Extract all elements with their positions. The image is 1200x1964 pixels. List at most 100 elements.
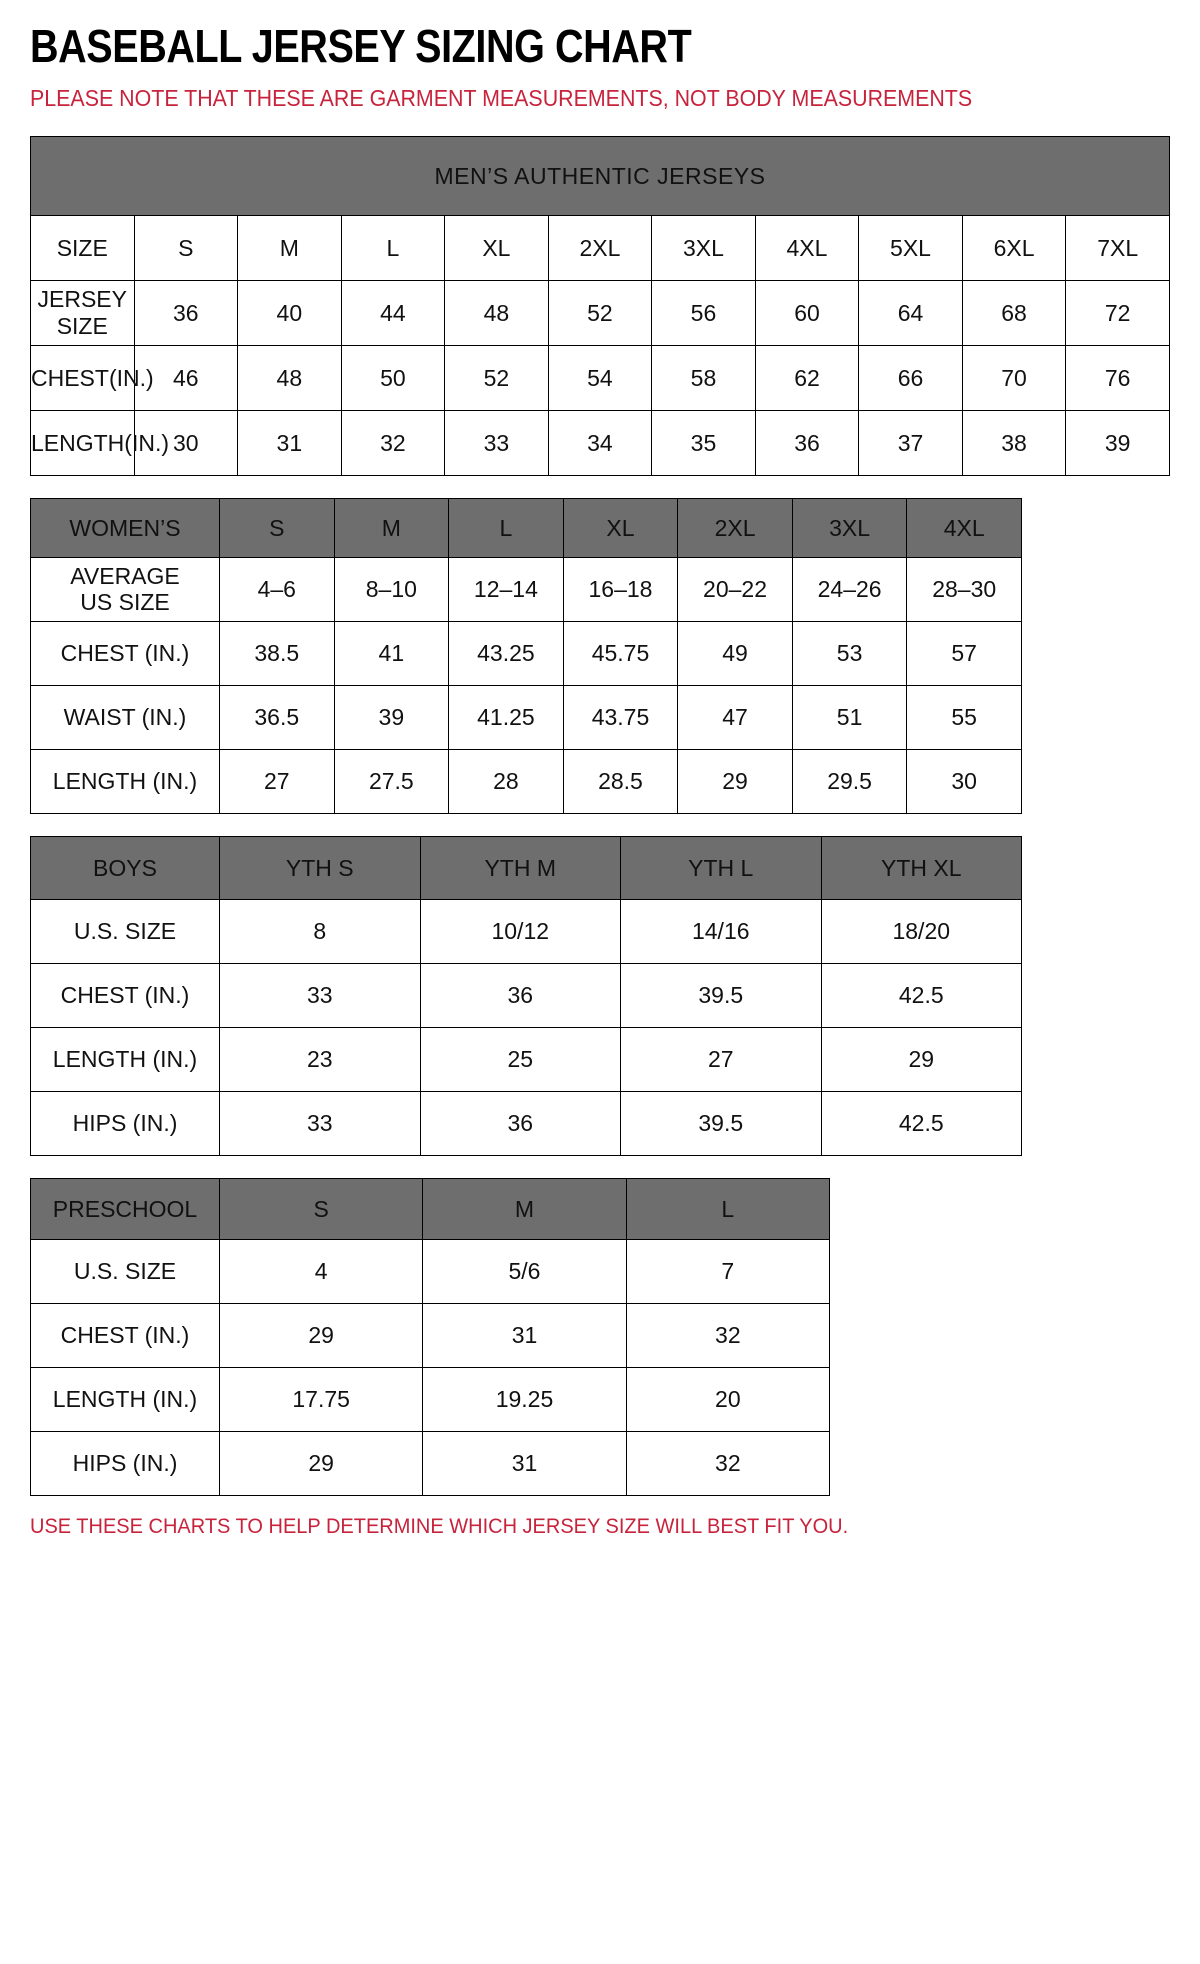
cell: 5/6: [422, 1238, 627, 1304]
column-header-xl: XL: [444, 214, 549, 281]
cell: 10/12: [419, 898, 621, 964]
column-header-m: M: [422, 1177, 627, 1240]
preschool-header-label: PRESCHOOL: [30, 1177, 220, 1240]
table-row: JERSEY SIZE 36 40 44 48 52 56 60 64 68 7…: [30, 279, 1170, 346]
cell: 64: [858, 279, 963, 346]
column-header-3xl: 3XL: [651, 214, 756, 281]
column-header-xl: XL: [562, 497, 679, 558]
cell: 39.5: [620, 1090, 822, 1156]
cell: 4–6: [219, 556, 335, 622]
table-row: LENGTH(IN.) 30 31 32 33 34 35 36 37 38 3…: [30, 409, 1170, 476]
cell: 56: [651, 279, 756, 346]
row-label-length: LENGTH(IN.): [30, 409, 169, 476]
cell: 24–26: [791, 556, 908, 622]
cell: 23: [219, 1026, 421, 1092]
cell: 51: [791, 684, 908, 750]
table-row: CHEST (IN.) 38.5 41 43.25 45.75 49 53 57: [30, 620, 1022, 686]
cell: 43.75: [562, 684, 679, 750]
column-header-4xl: 4XL: [754, 214, 860, 281]
row-label-average-us-size: AVERAGE US SIZE: [30, 556, 220, 622]
preschool-sizing-table: PRESCHOOL S M L U.S. SIZE 4 5/6 7 CHEST …: [30, 1177, 831, 1496]
cell: 36: [133, 279, 239, 346]
row-label-chest: CHEST (IN.): [30, 1302, 220, 1368]
cell: 27.5: [333, 748, 450, 814]
cell: 39: [1065, 409, 1170, 476]
column-header-2xl: 2XL: [547, 214, 653, 281]
cell: 70: [961, 344, 1067, 411]
cell: 46: [133, 344, 239, 411]
cell: 52: [547, 279, 653, 346]
cell: 29: [218, 1430, 424, 1496]
row-label-chest: CHEST(IN.): [30, 344, 154, 411]
cell: 43.25: [448, 620, 564, 686]
row-label-hips: HIPS (IN.): [30, 1090, 220, 1156]
cell: 29.5: [791, 748, 908, 814]
cell: 7: [625, 1238, 831, 1304]
column-header-size: SIZE: [30, 214, 135, 281]
table-row: AVERAGE US SIZE 4–6 8–10 12–14 16–18 20–…: [30, 556, 1022, 622]
cell: 34: [547, 409, 653, 476]
garment-measurement-note: PLEASE NOTE THAT THESE ARE GARMENT MEASU…: [30, 85, 973, 112]
cell: 48: [444, 279, 549, 346]
cell: 37: [858, 409, 963, 476]
row-label-length: LENGTH (IN.): [30, 1366, 220, 1432]
row-label-length: LENGTH (IN.): [30, 1026, 220, 1092]
cell: 20–22: [677, 556, 793, 622]
boys-sizing-table: BOYS YTH S YTH M YTH L YTH XL U.S. SIZE …: [30, 835, 1022, 1156]
footer-note: USE THESE CHARTS TO HELP DETERMINE WHICH…: [30, 1513, 849, 1538]
cell: 8: [219, 898, 421, 964]
cell: 28–30: [906, 556, 1022, 622]
column-header-3xl: 3XL: [791, 497, 908, 558]
row-label-us-size: U.S. SIZE: [30, 1238, 220, 1304]
cell: 72: [1065, 279, 1170, 346]
cell: 39.5: [620, 962, 822, 1028]
cell: 27: [219, 748, 335, 814]
column-header-5xl: 5XL: [858, 214, 963, 281]
cell: 38: [961, 409, 1067, 476]
cell: 33: [219, 1090, 421, 1156]
column-header-2xl: 2XL: [677, 497, 793, 558]
cell: 36: [754, 409, 860, 476]
table-row: HIPS (IN.) 33 36 39.5 42.5: [30, 1090, 1022, 1156]
page-title: BASEBALL JERSEY SIZING CHART: [30, 20, 692, 72]
table-banner-row: MEN’S AUTHENTIC JERSEYS: [30, 135, 1170, 216]
cell: 29: [820, 1026, 1022, 1092]
column-header-s: S: [219, 497, 335, 558]
cell: 58: [651, 344, 756, 411]
table-row: U.S. SIZE 8 10/12 14/16 18/20: [30, 898, 1022, 964]
cell: 20: [625, 1366, 831, 1432]
cell: 60: [754, 279, 860, 346]
row-label-line-1: AVERAGE: [70, 562, 180, 589]
sizing-chart-page: BASEBALL JERSEY SIZING CHART PLEASE NOTE…: [0, 22, 1200, 1964]
column-header-l: L: [448, 497, 564, 558]
table-row: U.S. SIZE 4 5/6 7: [30, 1238, 831, 1304]
column-header-yth-xl: YTH XL: [820, 835, 1022, 900]
mens-sizing-table: MEN’S AUTHENTIC JERSEYS SIZE S M L XL 2X…: [30, 135, 1170, 476]
womens-sizing-table: WOMEN’S S M L XL 2XL 3XL 4XL AVERAGE US …: [30, 497, 1022, 814]
column-header-4xl: 4XL: [906, 497, 1022, 558]
cell: 30: [906, 748, 1022, 814]
table-row: CHEST(IN.) 46 48 50 52 54 58 62 66 70 76: [30, 344, 1170, 411]
cell: 12–14: [448, 556, 564, 622]
table-row: HIPS (IN.) 29 31 32: [30, 1430, 831, 1496]
cell: 27: [620, 1026, 822, 1092]
cell: 31: [237, 409, 342, 476]
cell: 45.75: [562, 620, 679, 686]
row-label-us-size: U.S. SIZE: [30, 898, 220, 964]
column-header-m: M: [333, 497, 450, 558]
table-header-row: WOMEN’S S M L XL 2XL 3XL 4XL: [30, 497, 1022, 558]
cell: 31: [422, 1430, 627, 1496]
row-label-waist: WAIST (IN.): [30, 684, 220, 750]
cell: 4: [218, 1238, 424, 1304]
table-row: LENGTH (IN.) 17.75 19.25 20: [30, 1366, 831, 1432]
cell: 16–18: [562, 556, 679, 622]
cell: 53: [791, 620, 908, 686]
column-header-yth-l: YTH L: [620, 835, 822, 900]
column-header-l: L: [340, 214, 446, 281]
cell: 30: [133, 409, 239, 476]
table-header-row: PRESCHOOL S M L: [30, 1177, 831, 1240]
table-row: LENGTH (IN.) 23 25 27 29: [30, 1026, 1022, 1092]
cell: 42.5: [820, 962, 1022, 1028]
cell: 40: [237, 279, 342, 346]
column-header-yth-s: YTH S: [219, 835, 421, 900]
